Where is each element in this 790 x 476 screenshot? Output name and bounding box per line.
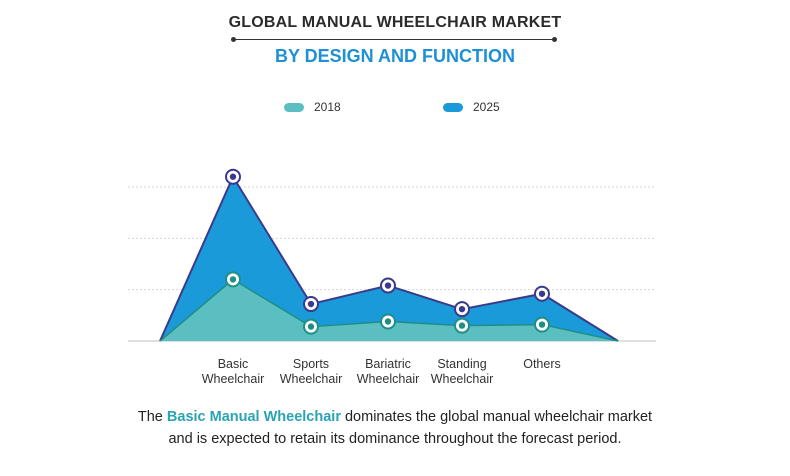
legend-swatch-2018 — [284, 102, 304, 112]
point-2018-center — [229, 276, 237, 283]
legend: 2018 2025 — [0, 100, 790, 120]
legend-item-2018: 2018 — [284, 100, 341, 114]
legend-item-2025: 2025 — [443, 100, 500, 114]
point-2025-center — [384, 282, 392, 289]
point-2018-center — [458, 322, 466, 329]
category-label: Bariatric Wheelchair — [357, 357, 420, 386]
chart-subtitle: BY DESIGN AND FUNCTION — [274, 46, 515, 66]
category-label: Sports Wheelchair — [280, 357, 343, 386]
point-2018-center — [307, 323, 315, 330]
title-divider — [231, 37, 557, 42]
point-2025-center — [229, 173, 237, 180]
divider-dot-right — [552, 37, 557, 42]
caption-highlight: Basic Manual Wheelchair — [166, 409, 341, 425]
chart-caption: The Basic Manual Wheelchair dominates th… — [0, 406, 790, 450]
divider-dot-left — [231, 37, 236, 42]
caption-prefix: The — [137, 409, 167, 425]
legend-label-2025: 2025 — [473, 100, 500, 114]
point-2018-center — [538, 321, 546, 328]
point-2018-center — [384, 318, 392, 325]
category-label: Others — [523, 357, 561, 371]
legend-swatch-2025 — [443, 102, 463, 112]
caption-suffix: dominates the global manual wheelchair m… — [340, 409, 653, 425]
area-chart: Basic Wheelchair Sports Wheelchair Bariatric… — [128, 168, 656, 386]
point-2025-center — [458, 305, 466, 313]
caption-line-1: The Basic Manual Wheelchair dominates th… — [0, 406, 790, 428]
legend-label-2018: 2018 — [314, 100, 341, 114]
area-2025 — [160, 176, 618, 341]
chart-title: GLOBAL MANUAL WHEELCHAIR MARKET — [228, 14, 562, 31]
category-label: Basic Wheelchair — [202, 357, 265, 386]
point-2025-center — [538, 290, 546, 297]
point-2025-center — [307, 300, 315, 308]
category-label: Standing Wheelchair — [431, 357, 494, 386]
caption-line-2: and is expected to retain its dominance … — [168, 431, 622, 447]
